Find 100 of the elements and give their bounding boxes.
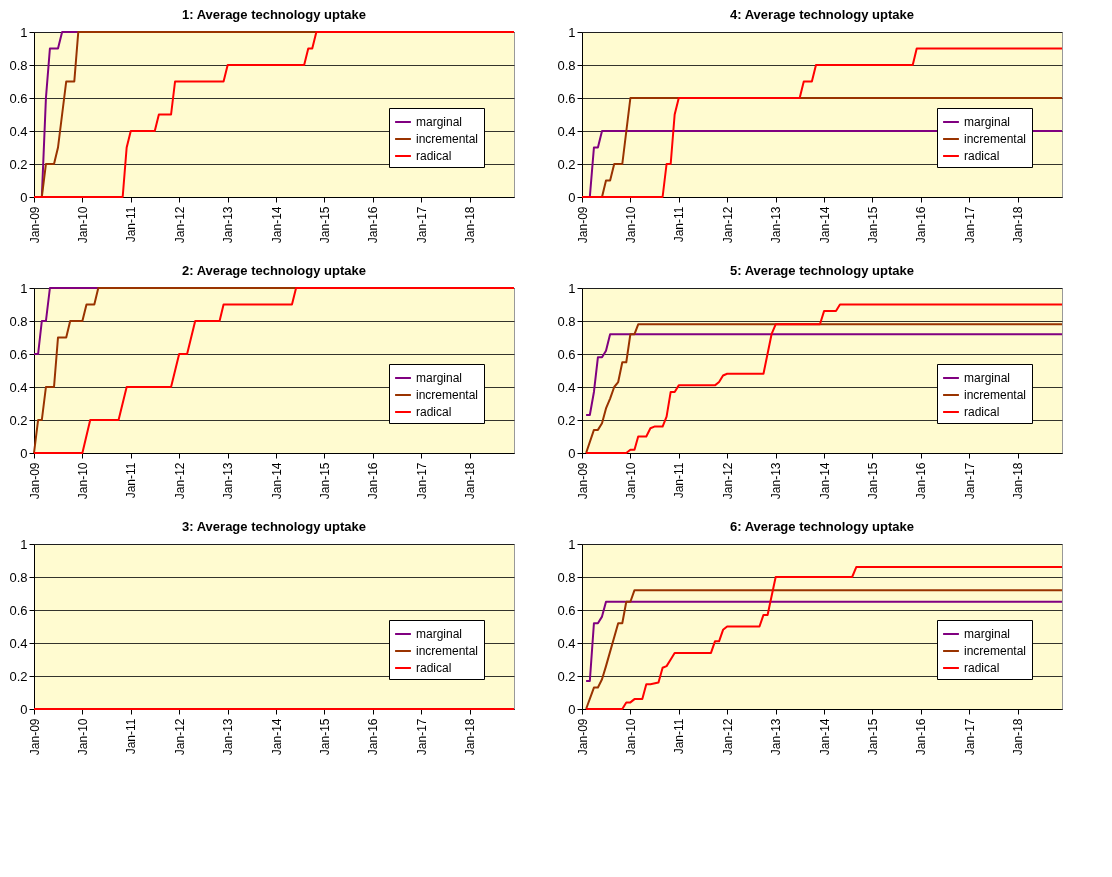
y-tick-label: 0.4: [9, 379, 28, 395]
y-tick-label: 0.2: [9, 668, 28, 684]
x-tick-label: Jan-16: [914, 718, 929, 756]
x-tick-label: Jan-18: [1011, 206, 1026, 244]
y-tick-label: 0: [568, 189, 576, 205]
x-tick-label: Jan-16: [366, 462, 381, 500]
legend-label: incremental: [964, 132, 1027, 146]
x-tick-label: Jan-14: [817, 718, 832, 756]
x-tick-label: Jan-17: [962, 462, 977, 500]
x-tick-label: Jan-15: [865, 718, 880, 756]
x-tick-label: Jan-11: [672, 206, 687, 243]
x-tick-label: Jan-16: [914, 462, 929, 500]
x-tick-label: Jan-10: [623, 718, 638, 756]
x-tick-label: Jan-18: [463, 718, 478, 756]
y-tick-label: 0.6: [557, 90, 576, 106]
y-tick-label: 0.6: [557, 346, 576, 362]
y-tick-label: 0: [568, 445, 576, 461]
x-tick-label: Jan-11: [672, 462, 687, 499]
y-tick-label: 1: [568, 24, 576, 40]
legend-label: radical: [964, 405, 1000, 419]
x-tick-label: Jan-10: [75, 462, 90, 500]
x-tick-label: Jan-09: [575, 206, 590, 244]
x-tick-label: Jan-16: [366, 206, 381, 244]
y-tick-label: 1: [20, 280, 28, 296]
y-tick-label: 0.8: [557, 569, 576, 585]
x-tick-label: Jan-14: [817, 206, 832, 244]
x-tick-label: Jan-18: [463, 462, 478, 500]
x-tick-label: Jan-13: [769, 718, 784, 756]
x-tick-label: Jan-10: [623, 206, 638, 244]
y-tick-label: 0.6: [9, 602, 28, 618]
chart-title: 3: Average technology uptake: [182, 519, 366, 534]
y-tick-label: 1: [20, 24, 28, 40]
x-tick-label: Jan-13: [769, 462, 784, 500]
y-tick-label: 0.8: [557, 313, 576, 329]
x-tick-label: Jan-11: [672, 718, 687, 755]
x-tick-label: Jan-15: [317, 718, 332, 756]
x-tick-label: Jan-13: [221, 718, 236, 756]
x-tick-label: Jan-12: [720, 462, 735, 500]
x-tick-label: Jan-14: [269, 462, 284, 500]
y-tick-label: 0.2: [9, 156, 28, 172]
x-tick-label: Jan-18: [1011, 462, 1026, 500]
x-tick-label: Jan-17: [414, 462, 429, 500]
x-tick-label: Jan-18: [1011, 718, 1026, 756]
y-tick-label: 0.6: [557, 602, 576, 618]
x-tick-label: Jan-10: [75, 718, 90, 756]
legend-label: radical: [964, 661, 1000, 675]
x-tick-label: Jan-15: [865, 462, 880, 500]
x-tick-label: Jan-12: [172, 718, 187, 756]
x-tick-label: Jan-09: [27, 462, 42, 500]
legend-label: radical: [416, 149, 452, 163]
y-tick-label: 0: [20, 189, 28, 205]
x-tick-label: Jan-13: [769, 206, 784, 244]
x-tick-label: Jan-09: [575, 718, 590, 756]
x-tick-label: Jan-09: [575, 462, 590, 500]
legend-label: incremental: [416, 132, 479, 146]
legend-label: incremental: [416, 644, 479, 658]
y-tick-label: 0.2: [557, 156, 576, 172]
x-tick-label: Jan-16: [366, 718, 381, 756]
x-tick-label: Jan-17: [962, 718, 977, 756]
y-tick-label: 0.6: [9, 346, 28, 362]
y-tick-label: 0: [568, 701, 576, 717]
x-tick-label: Jan-10: [75, 206, 90, 244]
y-tick-label: 0.4: [9, 635, 28, 651]
y-tick-label: 0: [20, 701, 28, 717]
chart-title: 2: Average technology uptake: [182, 263, 366, 278]
legend-label: marginal: [416, 627, 463, 641]
legend-label: radical: [964, 149, 1000, 163]
x-tick-label: Jan-11: [124, 206, 139, 243]
x-tick-label: Jan-13: [221, 206, 236, 244]
y-tick-label: 1: [568, 536, 576, 552]
x-tick-label: Jan-17: [414, 206, 429, 244]
y-tick-label: 0.8: [9, 57, 28, 73]
y-tick-label: 0: [20, 445, 28, 461]
y-tick-label: 0.4: [557, 379, 576, 395]
x-tick-label: Jan-17: [414, 718, 429, 756]
x-tick-label: Jan-18: [463, 206, 478, 244]
x-tick-label: Jan-14: [817, 462, 832, 500]
x-tick-label: Jan-12: [172, 462, 187, 500]
chart-title: 6: Average technology uptake: [730, 519, 914, 534]
y-tick-label: 0.8: [9, 313, 28, 329]
y-tick-label: 0.8: [9, 569, 28, 585]
x-tick-label: Jan-12: [720, 718, 735, 756]
y-tick-label: 0.2: [557, 412, 576, 428]
y-tick-label: 1: [20, 536, 28, 552]
x-tick-label: Jan-15: [317, 462, 332, 500]
y-tick-label: 0.2: [557, 668, 576, 684]
x-tick-label: Jan-12: [720, 206, 735, 244]
legend-label: marginal: [416, 371, 463, 385]
x-tick-label: Jan-15: [865, 206, 880, 244]
chart-title: 5: Average technology uptake: [730, 263, 914, 278]
legend-label: marginal: [416, 115, 463, 129]
x-tick-label: Jan-13: [221, 462, 236, 500]
x-tick-label: Jan-15: [317, 206, 332, 244]
legend-label: incremental: [964, 388, 1027, 402]
chart-title: 4: Average technology uptake: [730, 7, 914, 22]
y-tick-label: 0.4: [557, 123, 576, 139]
y-tick-label: 0.8: [557, 57, 576, 73]
x-tick-label: Jan-16: [914, 206, 929, 244]
legend-label: incremental: [964, 644, 1027, 658]
y-tick-label: 0.4: [9, 123, 28, 139]
